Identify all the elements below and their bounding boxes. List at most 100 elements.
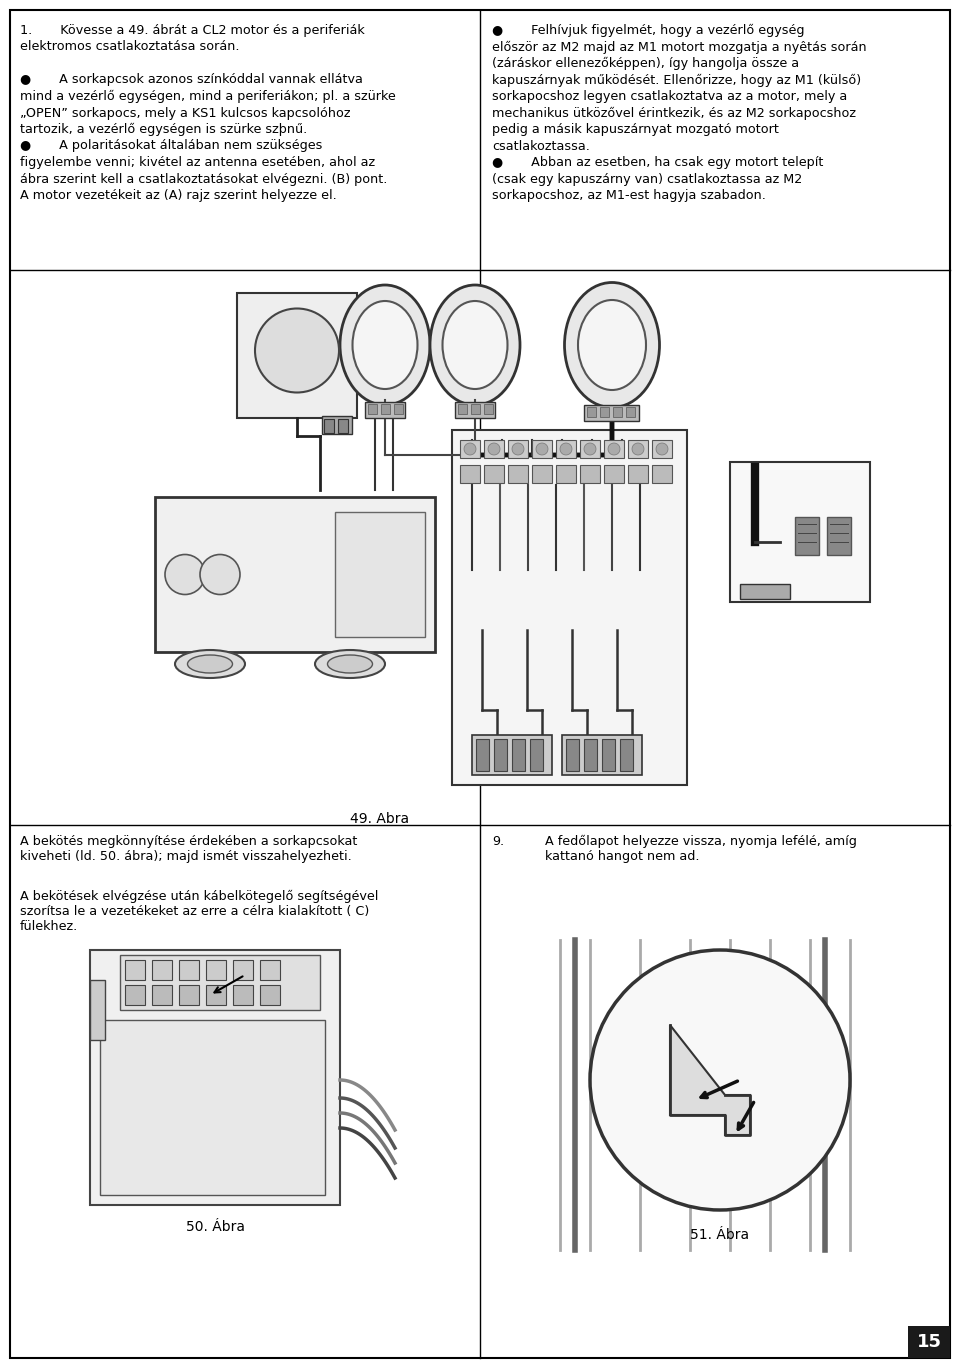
Ellipse shape xyxy=(187,655,232,673)
Text: 1.       Kövesse a 49. ábrát a CL2 motor és a periferiák: 1. Kövesse a 49. ábrát a CL2 motor és a … xyxy=(20,25,365,37)
Circle shape xyxy=(632,443,644,456)
Bar xyxy=(458,404,467,415)
Bar xyxy=(566,739,579,772)
Circle shape xyxy=(590,949,850,1211)
Ellipse shape xyxy=(352,301,418,389)
Circle shape xyxy=(536,443,548,456)
Ellipse shape xyxy=(430,285,520,405)
Bar xyxy=(125,960,145,979)
Bar xyxy=(602,739,615,772)
Text: sorkapocshoz legyen csatlakoztatva az a motor, mely a: sorkapocshoz legyen csatlakoztatva az a … xyxy=(492,90,848,103)
Circle shape xyxy=(512,443,524,456)
Bar xyxy=(179,985,199,1005)
Circle shape xyxy=(656,443,668,456)
Text: elektromos csatlakoztatása során.: elektromos csatlakoztatása során. xyxy=(20,41,239,53)
Bar xyxy=(476,739,489,772)
Ellipse shape xyxy=(327,655,372,673)
Text: ●       A polaritásokat általában nem szükséges: ● A polaritásokat általában nem szüksége… xyxy=(20,140,323,152)
Bar xyxy=(508,465,528,483)
Bar xyxy=(455,402,495,419)
Bar xyxy=(827,517,851,555)
Text: mind a vezérlő egységen, mind a periferiákon; pl. a szürke: mind a vezérlő egységen, mind a periferi… xyxy=(20,90,396,103)
Bar xyxy=(613,408,622,417)
Bar xyxy=(730,462,870,602)
Bar xyxy=(120,955,320,1010)
Bar xyxy=(626,408,635,417)
Text: 15: 15 xyxy=(917,1332,942,1352)
Bar xyxy=(471,404,480,415)
Bar xyxy=(580,440,600,458)
Ellipse shape xyxy=(564,283,660,408)
Bar xyxy=(152,985,172,1005)
Bar xyxy=(484,404,493,415)
Text: csatlakoztassa.: csatlakoztassa. xyxy=(492,140,589,152)
Text: A bekötés megkönnyítése érdekében a sorkapcsokat
kiveheti (ld. 50. ábra); majd i: A bekötés megkönnyítése érdekében a sork… xyxy=(20,834,357,863)
Text: A fedőlapot helyezze vissza, nyomja lefélé, amíg
kattanó hangot nem ad.: A fedőlapot helyezze vissza, nyomja lefé… xyxy=(545,834,857,863)
Bar xyxy=(260,960,280,979)
Text: sorkapocshoz, az M1-est hagyja szabadon.: sorkapocshoz, az M1-est hagyja szabadon. xyxy=(492,189,766,202)
Bar xyxy=(394,404,403,415)
Ellipse shape xyxy=(340,285,430,405)
Circle shape xyxy=(584,443,596,456)
Bar xyxy=(322,416,352,434)
Bar xyxy=(233,960,253,979)
Bar xyxy=(532,465,552,483)
Bar xyxy=(562,735,642,776)
Bar xyxy=(494,739,507,772)
Circle shape xyxy=(200,554,240,595)
Text: figyelembe venni; kivétel az antenna esetében, ahol az: figyelembe venni; kivétel az antenna ese… xyxy=(20,156,375,170)
Text: A motor vezetékeit az (A) rajz szerint helyezze el.: A motor vezetékeit az (A) rajz szerint h… xyxy=(20,189,337,202)
Text: ábra szerint kell a csatlakoztatásokat elvégezni. (B) pont.: ábra szerint kell a csatlakoztatásokat e… xyxy=(20,172,388,186)
Text: ●       Abban az esetben, ha csak egy motort telepít: ● Abban az esetben, ha csak egy motort t… xyxy=(492,156,824,170)
Text: A bekötések elvégzése után kábelkötegelő segítségével
szorítsa le a vezetékeket : A bekötések elvégzése után kábelkötegelő… xyxy=(20,891,378,933)
Circle shape xyxy=(464,443,476,456)
Bar xyxy=(237,293,357,419)
Bar xyxy=(338,419,348,434)
Bar xyxy=(556,465,576,483)
Text: pedig a másik kapuszárnyat mozgató motort: pedig a másik kapuszárnyat mozgató motor… xyxy=(492,123,779,135)
Bar xyxy=(452,430,687,785)
Bar xyxy=(484,465,504,483)
Bar xyxy=(628,440,648,458)
Bar xyxy=(335,512,425,637)
Bar xyxy=(125,985,145,1005)
Bar xyxy=(472,735,552,776)
Bar xyxy=(90,979,105,1040)
Bar xyxy=(484,440,504,458)
Bar xyxy=(152,960,172,979)
Text: 50. Ábra: 50. Ábra xyxy=(185,1220,245,1234)
Bar xyxy=(508,440,528,458)
Bar xyxy=(795,517,819,555)
Text: 9.: 9. xyxy=(492,834,504,848)
Text: kapuszárnyak működését. Ellenőrizze, hogy az M1 (külső): kapuszárnyak működését. Ellenőrizze, hog… xyxy=(492,74,861,86)
Bar xyxy=(600,408,609,417)
Text: 51. Ábra: 51. Ábra xyxy=(690,1228,750,1242)
Bar xyxy=(206,960,226,979)
Ellipse shape xyxy=(175,650,245,679)
Bar xyxy=(100,1021,325,1196)
Bar xyxy=(740,584,790,599)
Bar xyxy=(206,985,226,1005)
Bar xyxy=(365,402,405,419)
Text: (csak egy kapuszárny van) csatlakoztassa az M2: (csak egy kapuszárny van) csatlakoztassa… xyxy=(492,172,803,186)
Bar xyxy=(155,497,435,653)
Polygon shape xyxy=(670,1025,750,1135)
Bar xyxy=(580,465,600,483)
Bar xyxy=(324,419,334,434)
Bar xyxy=(532,440,552,458)
Bar xyxy=(652,465,672,483)
Bar xyxy=(381,404,390,415)
Bar xyxy=(530,739,543,772)
Bar xyxy=(652,440,672,458)
Circle shape xyxy=(255,309,339,393)
Circle shape xyxy=(488,443,500,456)
Bar xyxy=(604,440,624,458)
Bar xyxy=(556,440,576,458)
Bar xyxy=(368,404,377,415)
Bar xyxy=(584,739,597,772)
Bar xyxy=(512,739,525,772)
Bar xyxy=(460,465,480,483)
Text: ●       A sorkapcsok azonos színkóddal vannak ellátva: ● A sorkapcsok azonos színkóddal vannak … xyxy=(20,74,363,86)
Bar xyxy=(584,405,639,421)
Circle shape xyxy=(608,443,620,456)
